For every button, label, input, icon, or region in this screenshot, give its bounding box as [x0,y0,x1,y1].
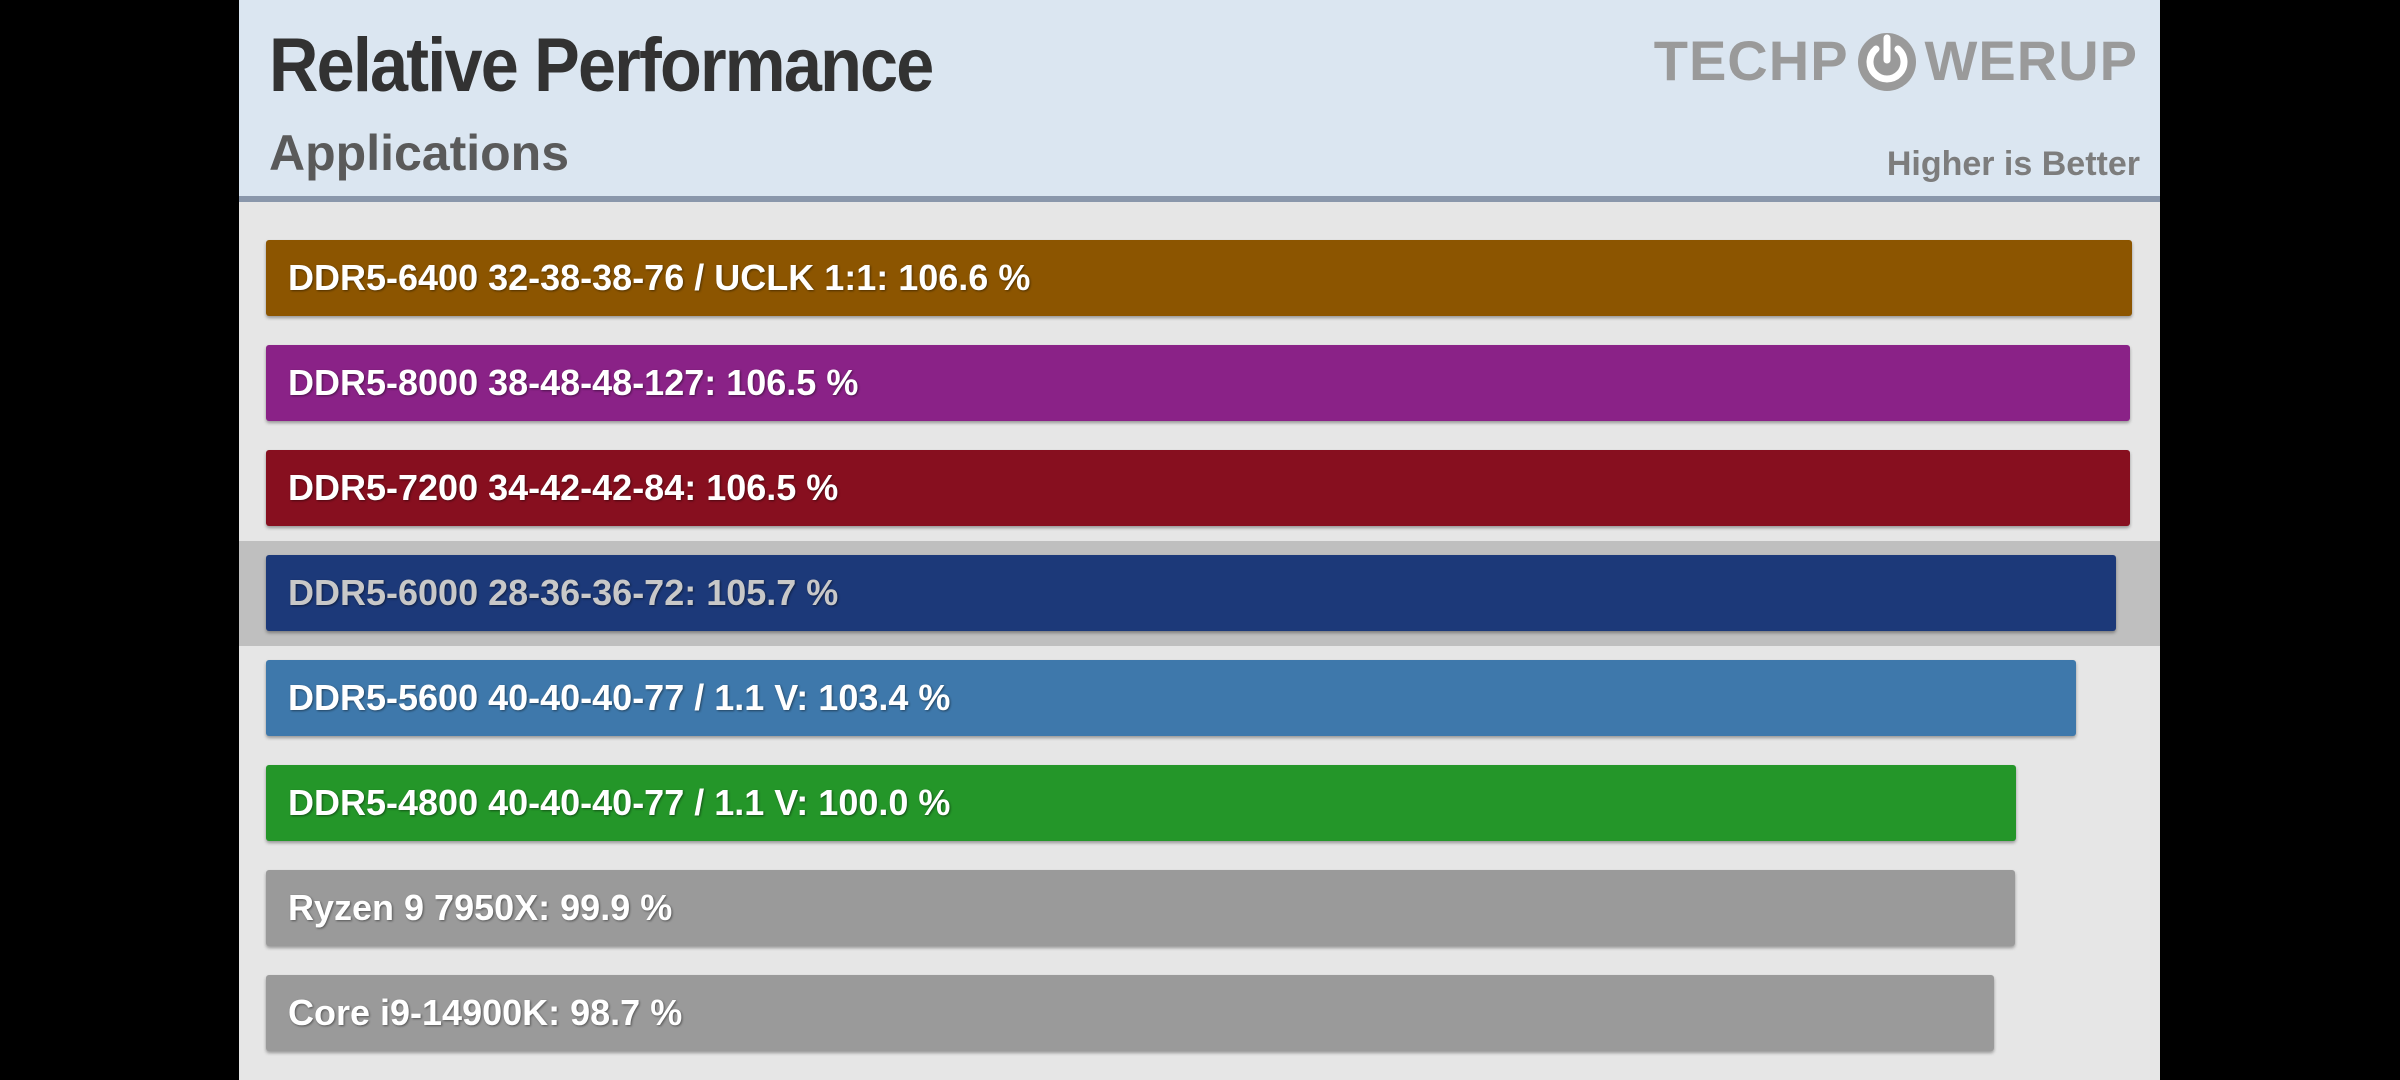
bar-label: Ryzen 9 7950X: 99.9 % [288,887,673,928]
bar-label: Core i9-14900K: 98.7 % [288,992,683,1033]
bar-8: Core i9-14900K: 98.7 % [266,975,1994,1051]
chart-title: Relative Performance [269,23,934,108]
power-icon [1857,33,1916,91]
bar-plot-area: DDR5-6400 32-38-38-76 / UCLK 1:1: 106.6 … [239,202,2160,1080]
bar-5: DDR5-5600 40-40-40-77 / 1.1 V: 103.4 % [266,660,2076,736]
bar-label: DDR5-7200 34-42-42-84: 106.5 % [288,467,839,508]
bar-2: DDR5-8000 38-48-48-127: 106.5 % [266,345,2130,421]
logo-text-right: WERUP [1924,28,2138,92]
bar-3: DDR5-7200 34-42-42-84: 106.5 % [266,450,2130,526]
bar-label: DDR5-4800 40-40-40-77 / 1.1 V: 100.0 % [288,782,951,823]
bar-4: DDR5-6000 28-36-36-72: 105.7 % [266,555,2116,631]
chart-panel: Relative Performance Applications TECHP … [239,0,2160,1080]
bar-label: DDR5-5600 40-40-40-77 / 1.1 V: 103.4 % [288,677,951,718]
bar-label: DDR5-6400 32-38-38-76 / UCLK 1:1: 106.6 … [288,257,1031,298]
bar-6: DDR5-4800 40-40-40-77 / 1.1 V: 100.0 % [266,765,2016,841]
techpowerup-logo: TECHP WERUP [1654,20,2138,100]
chart-subtitle: Applications [269,125,570,181]
bar-7: Ryzen 9 7950X: 99.9 % [266,870,2015,946]
higher-is-better-note: Higher is Better [1886,145,2140,183]
chart-header: Relative Performance Applications TECHP … [239,0,2160,202]
bar-label: DDR5-6000 28-36-36-72: 105.7 % [288,572,839,613]
logo-text-left: TECHP [1653,28,1849,92]
bar-label: DDR5-8000 38-48-48-127: 106.5 % [288,362,859,403]
bar-1: DDR5-6400 32-38-38-76 / UCLK 1:1: 106.6 … [266,240,2132,316]
